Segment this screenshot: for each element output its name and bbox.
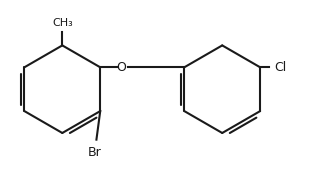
Text: CH₃: CH₃ [52, 17, 73, 28]
Text: Br: Br [88, 147, 101, 160]
Text: Cl: Cl [274, 61, 286, 74]
Text: O: O [116, 61, 126, 74]
